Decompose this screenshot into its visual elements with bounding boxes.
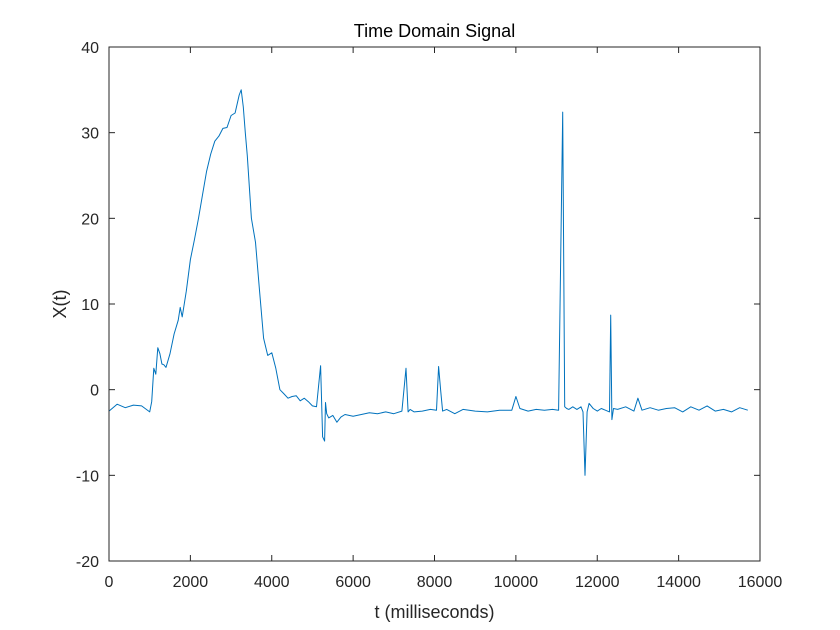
chart-title: Time Domain Signal: [354, 21, 515, 41]
y-tick-label: -10: [76, 468, 99, 485]
x-tick-label: 8000: [417, 574, 453, 591]
axes-box: [108, 46, 761, 562]
x-axis-label: t (milliseconds): [374, 602, 494, 622]
y-tick-label: 10: [81, 297, 99, 314]
x-tick-label: 2000: [173, 574, 209, 591]
axes-background: [109, 47, 760, 561]
y-tick-label: 40: [81, 40, 99, 57]
y-tick-label: 0: [90, 383, 99, 400]
y-tick-label: 20: [81, 211, 99, 228]
x-tick-label: 10000: [494, 574, 539, 591]
x-tick-label: 14000: [656, 574, 701, 591]
x-tick-label: 0: [105, 574, 114, 591]
y-tick-label: 30: [81, 126, 99, 143]
x-tick-label: 4000: [254, 574, 290, 591]
ticks-layer: 0 2000 4000 6000 8000 10000 12000 14000 16000 -20…: [76, 40, 782, 591]
series-line: [108, 89, 748, 476]
x-tick-label: 12000: [575, 574, 620, 591]
x-tick-label: 6000: [335, 574, 371, 591]
y-tick-label: -20: [76, 554, 99, 571]
data-layer: [108, 89, 748, 476]
x-tick-label: 16000: [738, 574, 783, 591]
y-axis-label: X(t): [50, 290, 70, 319]
